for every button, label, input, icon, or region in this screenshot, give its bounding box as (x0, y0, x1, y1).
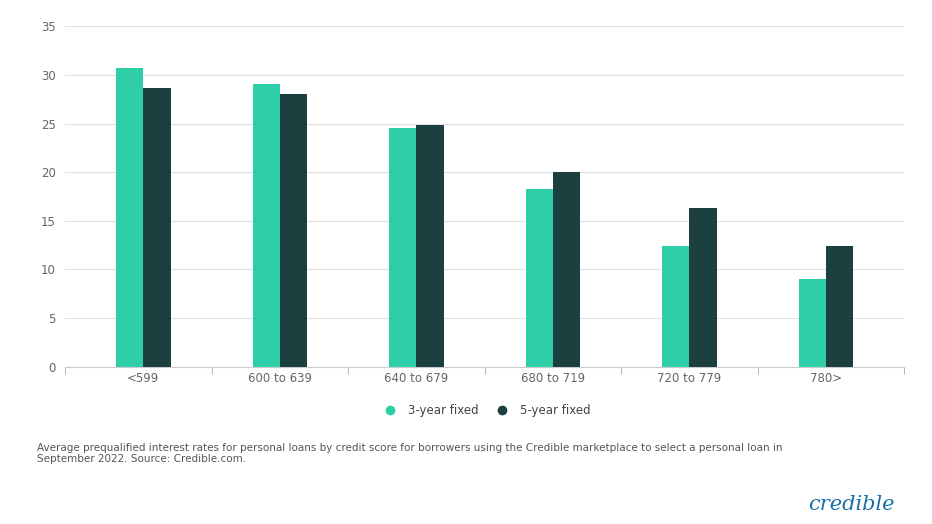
Text: credible: credible (808, 495, 895, 514)
Bar (417, 125, 444, 367)
Bar (253, 84, 280, 367)
Text: Average prequalified interest rates for personal loans by credit score for borro: Average prequalified interest rates for … (37, 443, 783, 464)
Bar (690, 208, 717, 367)
Bar (662, 246, 690, 367)
Legend: 3-year fixed, 5-year fixed: 3-year fixed, 5-year fixed (374, 400, 596, 422)
Bar (116, 68, 144, 367)
Bar (144, 89, 171, 367)
Bar (389, 128, 417, 367)
Bar (799, 279, 826, 367)
Bar (280, 94, 308, 367)
Bar (526, 189, 553, 367)
Bar (553, 172, 581, 367)
Bar (826, 246, 854, 367)
